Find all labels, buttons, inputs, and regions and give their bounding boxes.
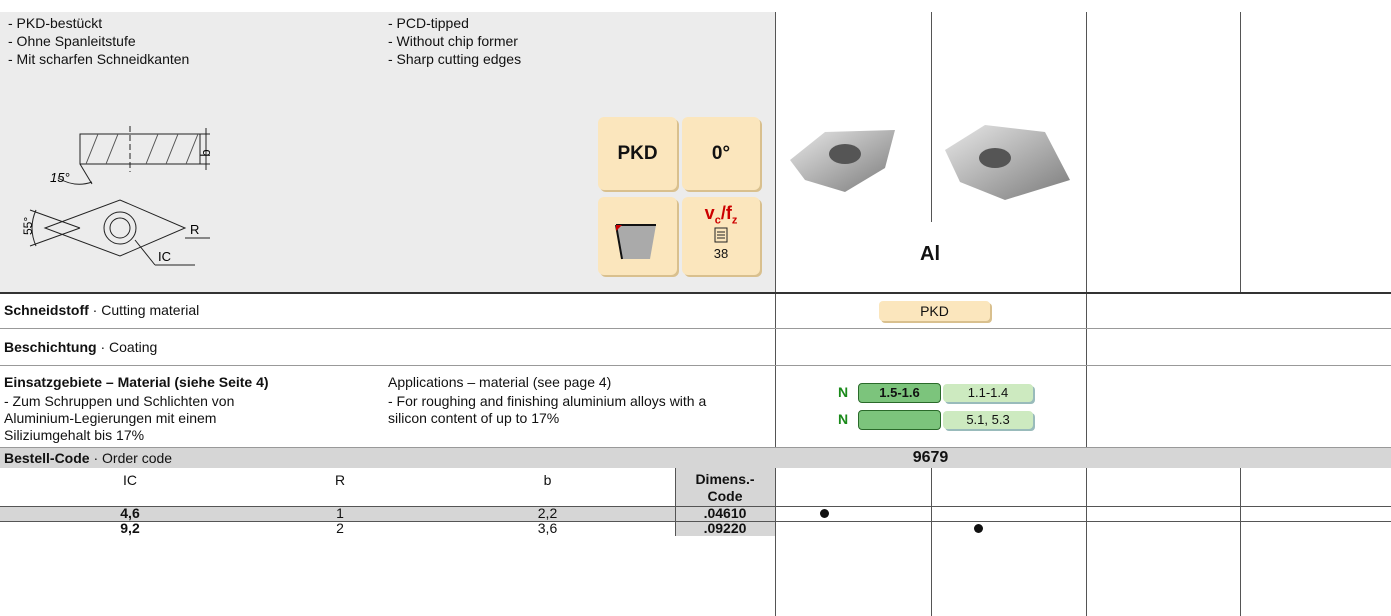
row-label: Schneidstoff · Cutting material <box>4 302 199 318</box>
row-band <box>0 506 675 521</box>
dim-angle: 55° <box>21 217 35 235</box>
badge-secondary: 5.1, 5.3 <box>943 411 1033 429</box>
icon-edge <box>598 197 677 275</box>
bullet: - Mit scharfen Schneidkanten <box>8 51 190 67</box>
edge-glyph <box>615 224 656 260</box>
row-label: Bestell-Code · Order code <box>4 450 172 466</box>
label-de: Beschichtung <box>4 339 97 355</box>
label-en: · Cutting material <box>92 302 200 318</box>
row-label: Beschichtung · Coating <box>4 339 157 355</box>
group: N <box>838 384 849 400</box>
app-text-en: - For roughing and finishing aluminium a… <box>388 393 707 426</box>
sym: c <box>714 214 721 227</box>
icon-vcfz: vc/fz 38 <box>682 197 760 275</box>
dim-ic: IC <box>158 249 171 264</box>
cell: 9,2 <box>120 520 140 536</box>
label-de: Schneidstoff <box>4 302 89 318</box>
col-header: IC <box>123 472 137 488</box>
cell: 4,6 <box>120 505 140 521</box>
app-title-en: Applications – material (see page 4) <box>388 374 612 390</box>
bullet: - Sharp cutting edges <box>388 51 522 67</box>
cell: 3,6 <box>537 520 558 536</box>
icon-angle: 0° <box>682 117 760 190</box>
badge-primary: 1.5-1.6 <box>858 383 941 403</box>
code-col <box>675 468 775 536</box>
icon-material: PKD <box>598 117 677 190</box>
availability-dot <box>974 524 983 533</box>
label-en: · Order code <box>93 450 173 466</box>
vcfz: vc/fz <box>682 203 760 227</box>
app-title-de: Einsatzgebiete – Material (siehe Seite 4… <box>4 374 269 390</box>
group: N <box>838 411 849 427</box>
insert-images <box>790 125 1070 200</box>
sym: z <box>731 214 738 227</box>
page-ref: 38 <box>713 245 729 261</box>
col-header: R <box>334 472 346 488</box>
availability-dot <box>820 509 829 518</box>
app-text-de: - Zum Schruppen und Schlichten von Alumi… <box>4 393 235 443</box>
dim-r: R <box>190 222 199 237</box>
bullet: - PCD-tipped <box>388 15 469 31</box>
label-de: Bestell-Code <box>4 450 90 466</box>
bullet: - PKD-bestückt <box>8 15 103 31</box>
cell: 2 <box>336 520 344 536</box>
cell: .04610 <box>703 505 747 521</box>
dim-angle: 15° <box>50 170 70 185</box>
bullet: - Without chip former <box>388 33 518 49</box>
sym: v <box>704 203 715 223</box>
order-code: 9679 <box>912 449 949 466</box>
col-header: b <box>543 472 552 488</box>
insert-diagram: b 15° 55° R IC <box>21 126 213 266</box>
label-en: · Coating <box>100 339 158 355</box>
material-badge: PKD <box>879 301 990 321</box>
doc-glyph <box>714 227 728 243</box>
desc-en: - PCD-tipped - Without chip former - Sha… <box>388 14 521 68</box>
bullet: - Ohne Spanleitstufe <box>8 33 136 49</box>
desc-de: - PKD-bestückt - Ohne Spanleitstufe - Mi… <box>8 14 189 68</box>
col-header: Dimens.-Code <box>695 471 755 504</box>
product-label: Al <box>920 243 940 265</box>
cell: 1 <box>336 505 344 521</box>
badge-primary <box>858 410 941 430</box>
dim-b: b <box>198 149 213 156</box>
badge-secondary: 1.1-1.4 <box>943 384 1033 402</box>
cell: .09220 <box>703 520 747 536</box>
cell: 2,2 <box>537 505 558 521</box>
sym: /f <box>720 203 732 223</box>
order-row <box>0 448 1391 468</box>
